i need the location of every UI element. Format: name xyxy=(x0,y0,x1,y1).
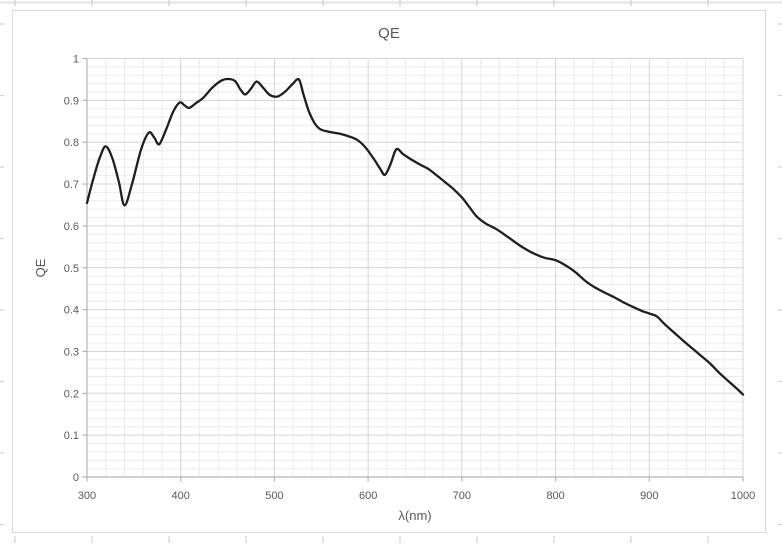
x-tick-label: 300 xyxy=(78,490,96,502)
x-tick-label: 400 xyxy=(172,490,190,502)
y-axis-title: QE xyxy=(33,258,48,277)
minor-gridlines xyxy=(87,58,743,477)
chart-frame[interactable] xyxy=(12,10,766,533)
x-tick-label: 800 xyxy=(546,490,564,502)
y-tick-label: 0.7 xyxy=(64,179,79,191)
x-axis-title: λ(nm) xyxy=(398,508,431,523)
x-tick-label: 1000 xyxy=(731,490,755,502)
y-tick-label: 0.1 xyxy=(64,430,79,442)
x-tick-label: 600 xyxy=(359,490,377,502)
y-tick-labels: 0 0.1 0.2 0.3 0.4 0.5 0.6 0.7 0.8 0.9 1 xyxy=(64,54,79,485)
y-tick-label: 0 xyxy=(73,472,79,484)
y-tick-label: 0.9 xyxy=(64,95,79,107)
x-tick-label: 500 xyxy=(265,490,283,502)
y-tick-label: 0.4 xyxy=(64,305,79,317)
qe-curve xyxy=(85,77,745,396)
x-tick-labels: 300 400 500 600 700 800 900 1000 xyxy=(78,490,755,502)
chart-title: QE xyxy=(378,25,400,42)
y-tick-label: 0.2 xyxy=(64,388,79,400)
tick-marks xyxy=(82,57,744,482)
major-gridlines xyxy=(87,58,744,477)
x-tick-label: 900 xyxy=(640,490,658,502)
x-tick-label: 700 xyxy=(453,490,471,502)
y-tick-label: 1 xyxy=(73,54,79,66)
y-tick-label: 0.8 xyxy=(64,137,79,149)
y-tick-label: 0.6 xyxy=(64,221,79,233)
y-tick-label: 0.5 xyxy=(64,263,79,275)
y-tick-label: 0.3 xyxy=(64,346,79,358)
